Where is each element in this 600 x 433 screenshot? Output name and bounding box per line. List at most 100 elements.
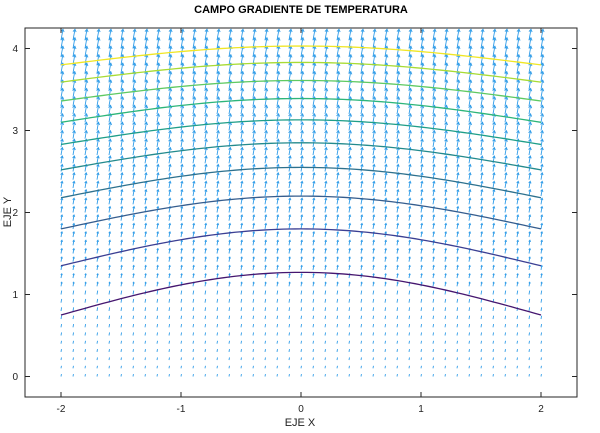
quiver-arrow xyxy=(96,264,99,270)
quiver-arrow xyxy=(60,155,64,164)
quiver-arrow xyxy=(420,197,424,205)
quiver-arrow xyxy=(324,112,329,123)
quiver-arrow xyxy=(168,247,171,254)
quiver-arrow xyxy=(540,138,544,147)
quiver-arrow xyxy=(288,79,293,90)
quiver-arrow xyxy=(432,315,435,320)
quiver-arrow xyxy=(456,298,459,303)
quiver-arrow xyxy=(360,247,363,254)
quiver-arrow xyxy=(168,138,172,147)
quiver-arrow xyxy=(372,247,375,254)
quiver-arrow xyxy=(396,298,399,303)
quiver-arrow xyxy=(408,112,413,123)
quiver-arrow xyxy=(324,239,328,246)
quiver-arrow xyxy=(468,264,471,270)
quiver-arrow xyxy=(276,298,279,303)
quiver-layer xyxy=(60,28,545,377)
quiver-arrow xyxy=(372,28,377,41)
quiver-arrow xyxy=(60,146,64,156)
quiver-arrow xyxy=(504,222,508,229)
quiver-arrow xyxy=(156,180,160,188)
quiver-arrow xyxy=(336,323,339,328)
quiver-arrow xyxy=(60,222,64,229)
quiver-arrow xyxy=(216,332,218,336)
quiver-arrow xyxy=(336,104,341,115)
quiver-arrow xyxy=(408,272,411,279)
quiver-arrow xyxy=(96,79,101,90)
quiver-arrow xyxy=(252,121,256,131)
quiver-arrow xyxy=(180,188,184,197)
quiver-arrow xyxy=(324,298,327,303)
quiver-arrow xyxy=(96,340,98,344)
quiver-arrow xyxy=(312,222,316,229)
quiver-arrow xyxy=(252,180,256,188)
quiver-arrow xyxy=(372,323,375,328)
quiver-arrow xyxy=(444,104,449,115)
quiver-arrow xyxy=(192,222,196,229)
quiver-arrow xyxy=(228,307,231,311)
quiver-arrow xyxy=(108,332,110,336)
quiver-arrow xyxy=(252,256,255,262)
quiver-arrow xyxy=(204,87,209,98)
quiver-arrow xyxy=(216,79,221,90)
quiver-arrow xyxy=(528,28,533,41)
quiver-arrow xyxy=(372,87,377,98)
quiver-arrow xyxy=(288,281,291,287)
quiver-arrow xyxy=(492,340,494,344)
quiver-arrow xyxy=(540,256,543,262)
quiver-arrow xyxy=(468,281,471,287)
quiver-arrow xyxy=(408,307,411,311)
quiver-arrow xyxy=(408,205,412,213)
quiver-arrow xyxy=(396,315,399,320)
quiver-arrow xyxy=(180,96,185,106)
quiver-arrow xyxy=(276,180,280,188)
quiver-arrow xyxy=(480,315,483,320)
quiver-arrow xyxy=(432,332,434,336)
quiver-arrow xyxy=(504,96,509,106)
quiver-arrow xyxy=(72,104,77,115)
quiver-arrow xyxy=(420,230,424,238)
quiver-arrow xyxy=(492,307,495,311)
quiver-arrow xyxy=(348,121,352,131)
quiver-arrow xyxy=(60,205,64,213)
quiver-arrow xyxy=(216,298,219,303)
quiver-arrow xyxy=(180,205,184,213)
quiver-arrow xyxy=(324,307,327,311)
quiver-arrow xyxy=(312,247,315,254)
quiver-arrow xyxy=(444,307,447,311)
quiver-arrow xyxy=(288,323,291,328)
quiver-arrow xyxy=(168,290,171,295)
quiver-arrow xyxy=(120,163,124,172)
quiver-arrow xyxy=(108,222,112,229)
quiver-arrow xyxy=(132,163,136,172)
quiver-arrow xyxy=(108,28,113,41)
quiver-arrow xyxy=(228,264,231,270)
quiver-arrow xyxy=(264,222,268,229)
quiver-arrow xyxy=(516,281,519,287)
quiver-arrow xyxy=(420,264,423,270)
quiver-arrow xyxy=(468,298,471,303)
quiver-arrow xyxy=(516,214,520,221)
quiver-arrow xyxy=(180,332,182,336)
quiver-arrow xyxy=(540,188,544,197)
quiver-arrow xyxy=(156,272,159,279)
quiver-arrow xyxy=(504,163,508,172)
quiver-arrow xyxy=(540,290,543,295)
quiver-arrow xyxy=(528,332,530,336)
quiver-arrow xyxy=(504,104,509,115)
quiver-arrow xyxy=(456,163,460,172)
quiver-arrow xyxy=(348,214,352,221)
quiver-arrow xyxy=(144,315,147,320)
quiver-arrow xyxy=(300,247,303,254)
quiver-arrow xyxy=(312,197,316,205)
quiver-arrow xyxy=(396,180,400,188)
quiver-arrow xyxy=(108,315,111,320)
quiver-arrow xyxy=(72,315,75,320)
quiver-arrow xyxy=(156,87,161,98)
quiver-arrow xyxy=(132,28,137,41)
quiver-arrow xyxy=(72,79,77,90)
quiver-arrow xyxy=(168,256,171,262)
quiver-arrow xyxy=(432,146,436,156)
quiver-arrow xyxy=(276,272,279,279)
x-tick-label: 1 xyxy=(418,404,424,415)
